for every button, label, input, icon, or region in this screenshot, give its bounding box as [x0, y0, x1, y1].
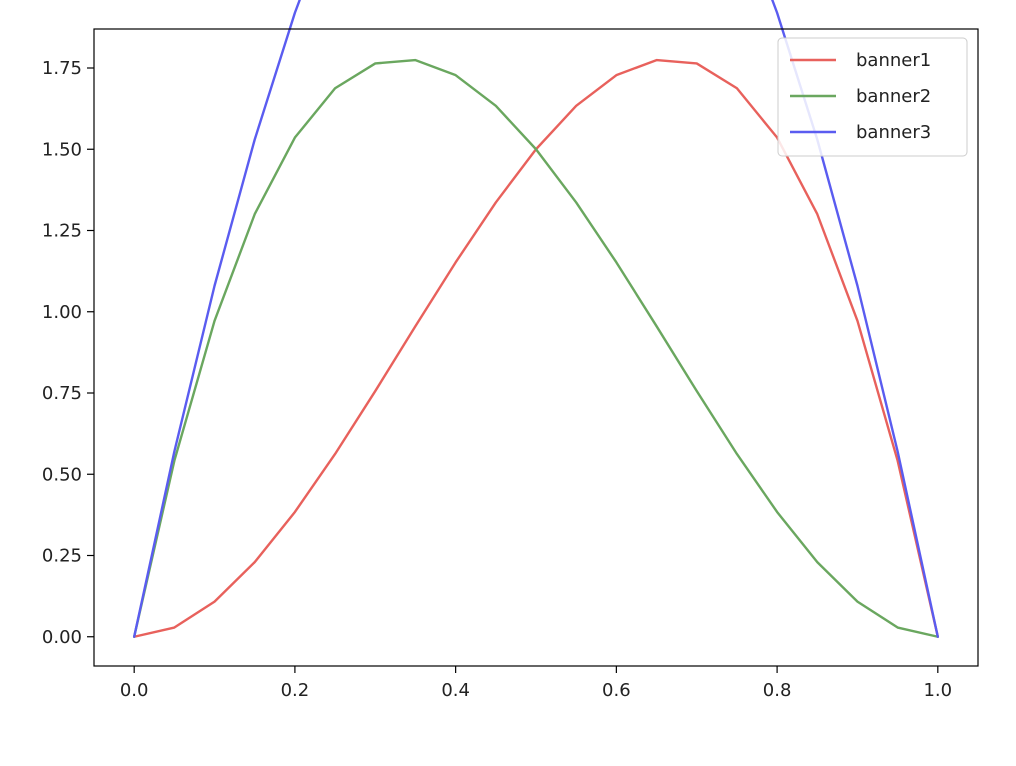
x-tick-label: 1.0 — [923, 680, 952, 701]
x-tick-label: 0.0 — [120, 680, 149, 701]
legend: banner1 banner2 banner3 — [777, 37, 968, 157]
y-tick-label: 1.50 — [42, 139, 82, 160]
x-tick-label: 0.6 — [602, 680, 631, 701]
legend-label-banner1: banner1 — [856, 50, 931, 71]
series-line-banner2 — [132, 58, 940, 638]
y-tick-label: 1.25 — [42, 221, 82, 242]
y-tick-label: 0.00 — [42, 627, 82, 648]
y-tick-label: 0.50 — [42, 464, 82, 485]
legend-label-banner2: banner2 — [856, 86, 931, 107]
legend-box — [777, 37, 968, 157]
x-tick-label: 0.4 — [441, 680, 470, 701]
y-tick-label: 1.00 — [42, 302, 82, 323]
x-tick-label: 0.8 — [763, 680, 792, 701]
y-axis: 0.00 0.25 0.50 0.75 1.00 1.25 1.50 1.75 — [42, 58, 94, 648]
y-tick-label: 1.75 — [42, 58, 82, 79]
legend-label-banner3: banner3 — [856, 122, 931, 143]
plot-frame — [93, 28, 979, 667]
x-axis: 0.0 0.2 0.4 0.6 0.8 1.0 — [120, 666, 952, 701]
y-tick-label: 0.25 — [42, 546, 82, 567]
y-tick-label: 0.75 — [42, 383, 82, 404]
legend-entries: banner1 banner2 banner3 — [790, 50, 931, 143]
x-tick-label: 0.2 — [281, 680, 310, 701]
